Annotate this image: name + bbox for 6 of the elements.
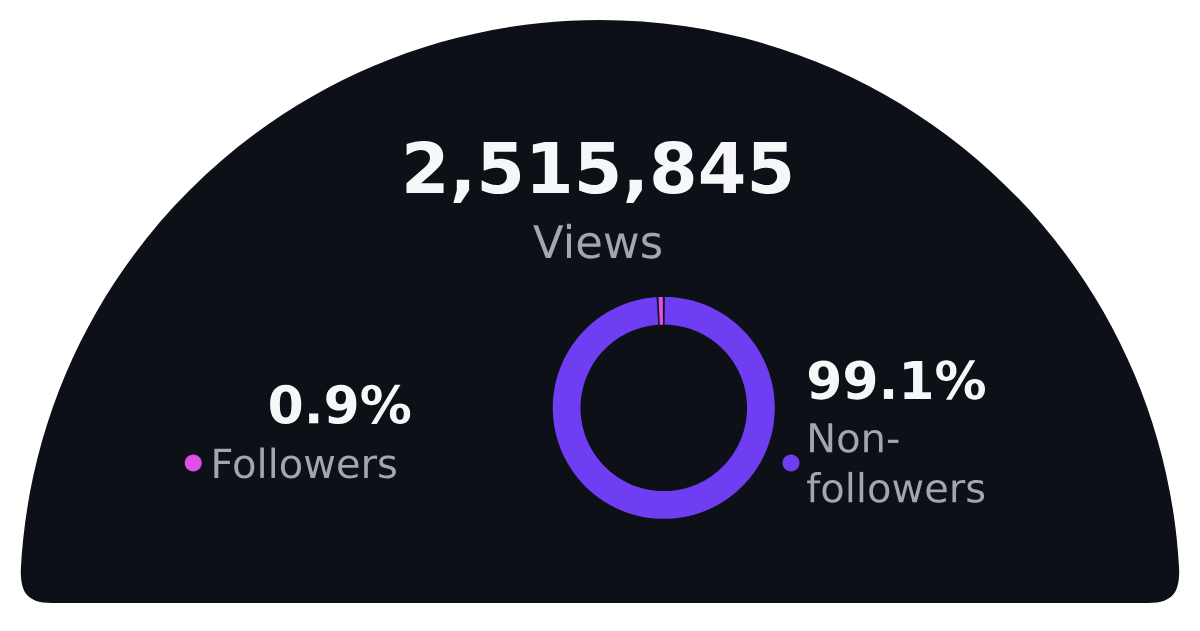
legend-label: Non-followers (807, 423, 985, 503)
data-label: 0.9% (270, 384, 411, 425)
data-label: 99.1% (808, 360, 985, 400)
chart-subtitle: Views (533, 223, 661, 259)
chart-title: 2,515,845 (406, 141, 791, 203)
legend-label: Followers (214, 447, 396, 479)
